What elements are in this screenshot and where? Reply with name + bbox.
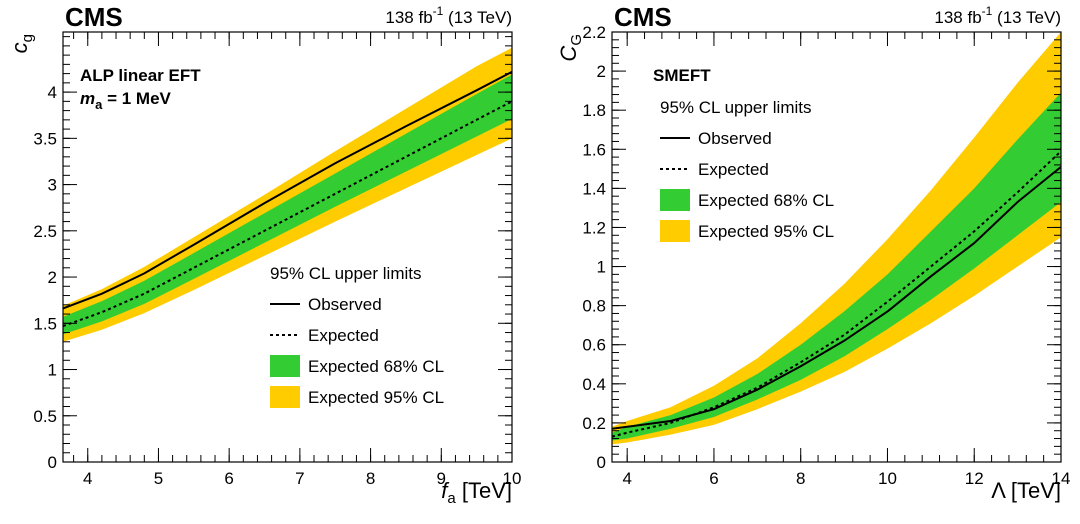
- x-tick-label: 10: [503, 469, 522, 488]
- lumi-superscript: -1: [982, 4, 993, 18]
- y-tick-label: 0.2: [582, 414, 606, 433]
- x-axis-unit: [TeV]: [456, 478, 512, 503]
- legend-entry: Observed: [308, 295, 382, 314]
- y-tick-label: 0.6: [582, 336, 606, 355]
- x-tick-label: 7: [295, 469, 304, 488]
- x-tick-label: 5: [154, 469, 163, 488]
- y-axis-subscript: G: [568, 34, 585, 46]
- y-tick-label: 2: [48, 268, 57, 287]
- observed-line: [612, 166, 1061, 430]
- y-tick-label: 1.8: [582, 101, 606, 120]
- legend-symbol-band95: [270, 386, 300, 408]
- x-tick-label: 6: [224, 469, 233, 488]
- x-axis-title: fa [TeV]: [441, 478, 512, 507]
- y-tick-label: 0.8: [582, 297, 606, 316]
- lumi-energy: (13 TeV): [992, 8, 1061, 27]
- chart-left-alp: 4 5 6 7 8 9 10 0 0.5 1 1.5 2 2.5 3 3.5 4 CMS 138 fb-1 (13…: [7, 2, 521, 507]
- plot-frame: [62, 31, 513, 463]
- lumi-label: 138 fb-1 (13 TeV): [934, 4, 1061, 27]
- x-axis-symbol: f: [441, 478, 450, 503]
- annotation-mass-value: = 1 MeV: [102, 89, 171, 108]
- plot-area: [63, 47, 512, 342]
- y-tick-label: 2: [597, 62, 606, 81]
- x-tick-label: 10: [878, 469, 897, 488]
- expected-line: [612, 150, 1061, 438]
- annotation-mass-subscript: a: [95, 97, 103, 112]
- annotation-mass-symbol: m: [80, 89, 95, 108]
- annotation-mass: ma = 1 MeV: [80, 89, 172, 112]
- x-tick-label: 8: [366, 469, 375, 488]
- y-axis-title: CG: [556, 34, 585, 62]
- y-tick-label: 1.2: [582, 218, 606, 237]
- y-tick-label: 0: [48, 453, 57, 472]
- plot-frame: [611, 31, 1062, 463]
- y-tick-label: 1: [48, 361, 57, 380]
- legend-entry: Expected 95% CL: [698, 222, 834, 241]
- band-68: [63, 74, 512, 335]
- y-tick-label: 3: [48, 176, 57, 195]
- x-tick-label: 4: [83, 469, 92, 488]
- x-axis-symbol: Λ: [991, 478, 1006, 503]
- chart-right-smeft: 4 6 8 10 12 1400.20.40.60.811.21.41.61.822.2C…: [556, 2, 1070, 503]
- x-tick-label: 12: [965, 469, 984, 488]
- y-tick-label: 0: [597, 453, 606, 472]
- lumi-label: 138 fb-1 (13 TeV): [385, 4, 512, 27]
- x-tick-label: 4: [622, 469, 631, 488]
- y-axis-title: cg: [7, 34, 36, 53]
- annotation-model: SMEFT: [653, 66, 711, 85]
- legend-symbol-band68: [660, 189, 690, 211]
- y-tick-label: 0.4: [582, 375, 606, 394]
- legend-entry: Expected 95% CL: [308, 388, 444, 407]
- legend-entry: Expected: [698, 160, 769, 179]
- lumi-superscript: -1: [433, 4, 444, 18]
- y-tick-label: 1.5: [33, 314, 57, 333]
- plot-area: [612, 32, 1061, 445]
- x-tick-label: 14: [1052, 469, 1071, 488]
- x-axis-title: Λ [TeV]: [991, 478, 1061, 503]
- cms-label: CMS: [65, 2, 123, 32]
- y-tick-label: 3.5: [33, 129, 57, 148]
- x-tick-label: 9: [437, 469, 446, 488]
- legend-entry: Expected: [308, 326, 379, 345]
- lumi-value: 138 fb: [385, 8, 432, 27]
- observed-line: [63, 70, 512, 310]
- legend-header: 95% CL upper limits: [660, 98, 812, 117]
- lumi-value: 138 fb: [934, 8, 981, 27]
- legend-entry: Expected 68% CL: [698, 191, 834, 210]
- y-axis-symbol: C: [556, 46, 581, 62]
- y-tick-label: 1: [597, 258, 606, 277]
- legend: 95% CL upper limits Observed Expected Expec…: [270, 264, 444, 408]
- y-axis-subscript: g: [19, 34, 36, 42]
- cms-label: CMS: [614, 2, 672, 32]
- legend-header: 95% CL upper limits: [270, 264, 422, 283]
- legend: 95% CL upper limits Observed Expected Expec…: [660, 98, 834, 242]
- legend-entry: Expected 68% CL: [308, 357, 444, 376]
- x-tick-label: 8: [796, 469, 805, 488]
- legend-symbol-band95: [660, 220, 690, 242]
- lumi-energy: (13 TeV): [443, 8, 512, 27]
- legend-symbol-band68: [270, 355, 300, 377]
- y-tick-label: 4: [48, 83, 57, 102]
- y-tick-label: 1.4: [582, 179, 606, 198]
- y-axis-symbol: c: [7, 42, 32, 53]
- band-68: [612, 92, 1061, 441]
- legend-entry: Observed: [698, 129, 772, 148]
- y-tick-label: 2.2: [582, 23, 606, 42]
- annotation-model: ALP linear EFT: [80, 66, 201, 85]
- expected-line: [63, 100, 512, 328]
- y-tick-label: 0.5: [33, 407, 57, 426]
- y-tick-label: 2.5: [33, 222, 57, 241]
- y-tick-label: 1.6: [582, 140, 606, 159]
- x-axis-subscript: a: [447, 490, 456, 507]
- x-tick-label: 6: [709, 469, 718, 488]
- x-axis-unit: [TeV]: [1005, 478, 1061, 503]
